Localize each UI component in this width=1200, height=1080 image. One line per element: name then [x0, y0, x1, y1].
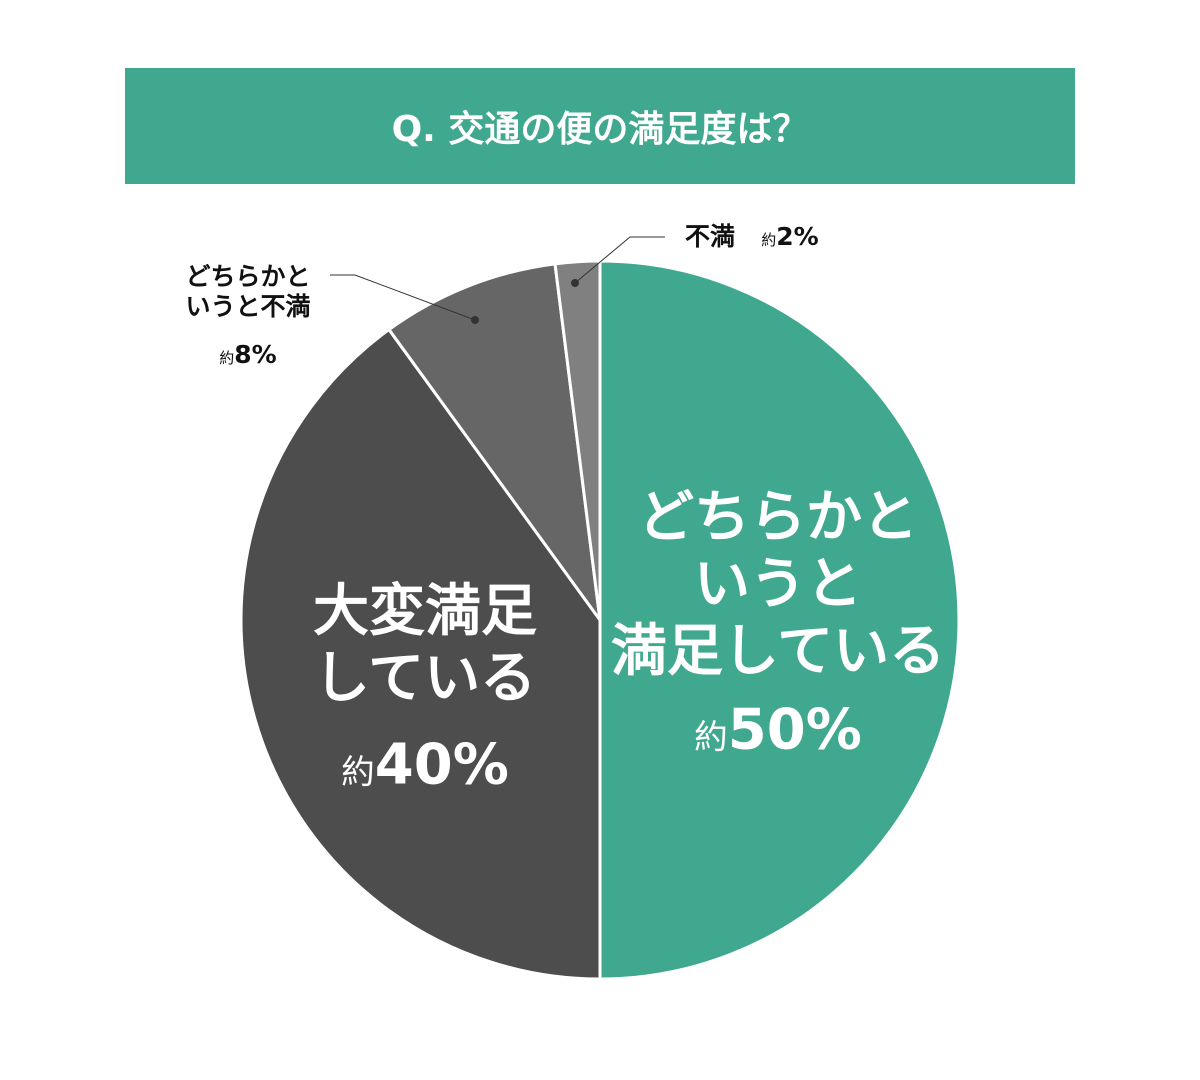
pie-slice — [386, 262, 602, 621]
slice-label: 不満 — [684, 222, 736, 251]
value-label: 約50% — [694, 697, 862, 763]
pie-slice — [239, 327, 602, 981]
leader-dot — [471, 316, 479, 324]
value-label: 約8% — [219, 340, 277, 369]
slice-label: どちらかと いうと 満足している — [610, 485, 946, 685]
value-label: 約40% — [341, 732, 509, 798]
leader-line — [574, 236, 665, 284]
pie-slice — [553, 259, 602, 621]
leader-line — [330, 274, 476, 321]
slice-label: 大変満足 している — [313, 578, 537, 711]
pie-slice — [598, 259, 961, 981]
chart-title: Q. 交通の便の満足度は？ — [125, 68, 1075, 184]
value-label: 約2% — [761, 222, 819, 251]
leader-dot — [571, 279, 579, 287]
slice-label: どちらかと いうと不満 — [185, 262, 311, 321]
